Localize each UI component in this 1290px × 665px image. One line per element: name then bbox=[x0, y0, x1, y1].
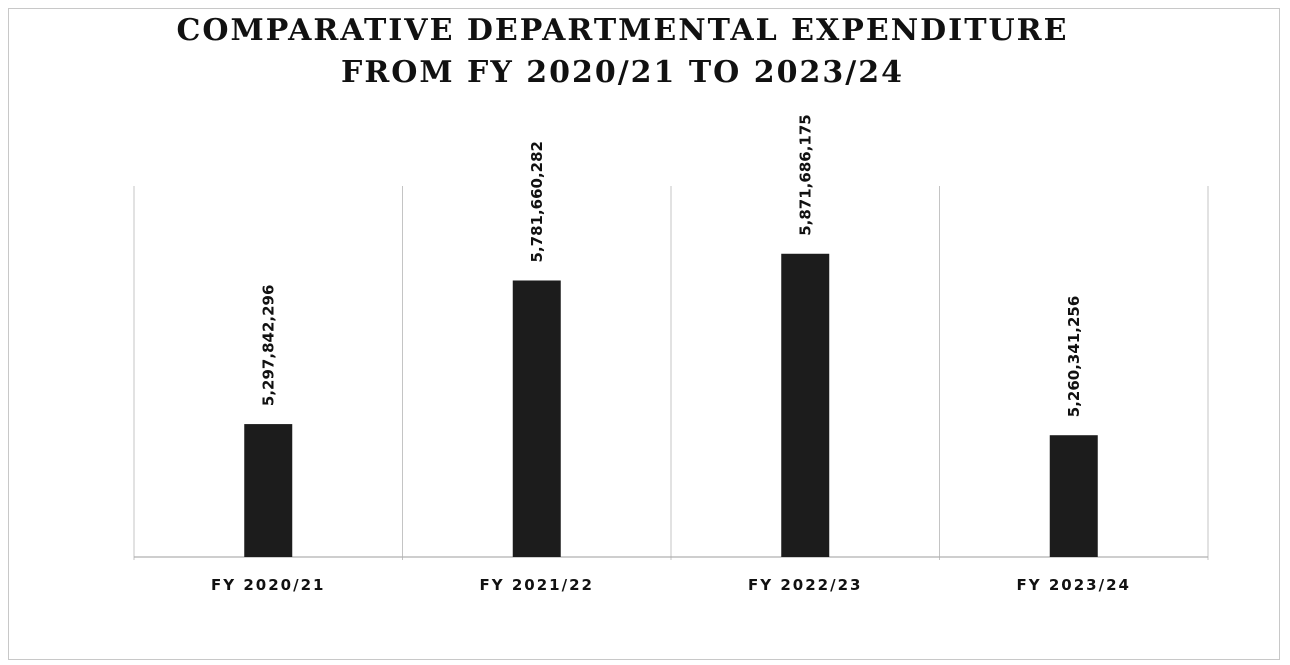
x-tick-label-3: FY 2022/23 bbox=[748, 576, 862, 594]
x-tick-label-2: FY 2021/22 bbox=[480, 576, 594, 594]
bar-4 bbox=[1049, 435, 1098, 557]
bar-3 bbox=[781, 253, 830, 557]
bar-1 bbox=[244, 424, 293, 557]
chart-title: COMPARATIVE DEPARTMENTAL EXPENDITURE FRO… bbox=[0, 10, 1245, 94]
chart-title-line-1: COMPARATIVE DEPARTMENTAL EXPENDITURE bbox=[176, 13, 1069, 48]
x-tick-label-1: FY 2020/21 bbox=[211, 576, 325, 594]
data-label-4: 5,260,341,256 bbox=[1065, 296, 1083, 417]
chart-title-line-2: FROM FY 2020/21 TO 2023/24 bbox=[341, 55, 904, 90]
bar-2 bbox=[512, 280, 561, 557]
data-label-2: 5,781,660,282 bbox=[528, 141, 546, 262]
data-label-1: 5,297,842,296 bbox=[259, 285, 277, 406]
data-label-3: 5,871,686,175 bbox=[796, 114, 814, 235]
x-tick-label-4: FY 2023/24 bbox=[1017, 576, 1131, 594]
